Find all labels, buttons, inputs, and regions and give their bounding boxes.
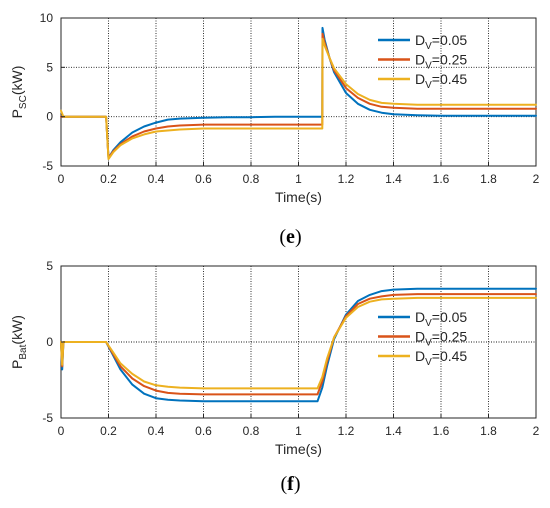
panel-2-y-axis-label-sub: Bat <box>18 344 29 359</box>
panel-2-y-tick-label: 5 <box>46 259 53 273</box>
panel-2-panel-label-open: ( <box>280 473 287 495</box>
panel-2-x-tick-label: 1.8 <box>480 424 497 438</box>
panel-2-x-tick-label: 0.8 <box>243 424 260 438</box>
panel-2-legend-label-rest: =0.25 <box>432 329 468 345</box>
panel-1-legend-label-sub: V <box>425 80 432 91</box>
panel-1-panel-label-close: ) <box>295 226 302 248</box>
panel-2-panel-label-letter: f <box>287 473 294 495</box>
panel-1-y-axis-label: PSC(kW) <box>9 66 29 119</box>
panel-1-y-tick-label: 5 <box>46 60 53 74</box>
panel-1-x-tick-label: 0 <box>58 172 65 186</box>
panel-1-legend-label-rest: =0.25 <box>432 52 468 68</box>
panel-2-legend-label-rest: =0.05 <box>432 309 468 325</box>
panel-1-x-tick-label: 2 <box>533 172 540 186</box>
panel-1-legend-label-2: DV=0.25 <box>415 52 467 72</box>
panel-2-x-tick-label: 0.6 <box>195 424 212 438</box>
panel-2-x-axis-label: Time(s) <box>275 441 322 457</box>
panel-1-panel-label-open: ( <box>279 226 286 248</box>
panel-1-x-tick-label: 0.6 <box>195 172 212 186</box>
panel-1-panel-label: (e) <box>279 226 301 248</box>
panel-2-y-axis-label: PBat(kW) <box>9 315 29 369</box>
panel-2-x-tick-label: 1.4 <box>385 424 402 438</box>
panel-1-legend-label-3: DV=0.45 <box>415 71 467 91</box>
panel-2-y-axis-label-main: P <box>9 360 25 369</box>
panel-2-series-line-2 <box>60 293 537 396</box>
panel-1-x-tick-label: 0.8 <box>243 172 260 186</box>
panel-2-series-line-3 <box>60 296 537 390</box>
panel-2-y-axis-label-unit: (kW) <box>9 315 25 345</box>
panel-2-x-tick-label: 2 <box>533 424 540 438</box>
panel-1-legend-label-sub: V <box>425 41 432 52</box>
panel-2-x-tick-label: 0.4 <box>148 424 165 438</box>
panel-2: 0 0.2 0.4 0.6 0.8 1 1.2 1.4 1.6 1.8 2 -5 0 5 Time(s) PB… <box>9 259 540 495</box>
panel-2-panel-label: (f) <box>280 473 300 495</box>
panel-2-x-tick-label: 0 <box>58 424 65 438</box>
panel-1-legend-label-rest: =0.45 <box>432 71 468 87</box>
panel-2-legend-label-sub: V <box>425 338 432 349</box>
panel-2-panel-label-close: ) <box>294 473 301 495</box>
panel-1-x-tick-label: 1.8 <box>480 172 497 186</box>
panel-1-legend-label-sub: V <box>425 61 432 72</box>
panel-2-legend-label-main: D <box>415 309 425 325</box>
panel-2-legend-label-3: DV=0.45 <box>415 348 467 368</box>
panel-2-legend-label-sub: V <box>425 357 432 368</box>
panel-1-series-line-1 <box>60 26 537 160</box>
panel-1-legend-label-main: D <box>415 71 425 87</box>
panel-1-panel-label-letter: e <box>286 226 295 248</box>
panel-1-y-tick-label: 10 <box>40 11 54 25</box>
panel-1-legend-label-1: DV=0.05 <box>415 32 467 52</box>
panel-1-x-tick-label: 1.6 <box>433 172 450 186</box>
panel-2-legend-label-1: DV=0.05 <box>415 309 467 329</box>
panel-1-x-tick-label: 0.2 <box>100 172 117 186</box>
panel-1-y-tick-label: -5 <box>42 159 53 173</box>
panel-1-legend-label-rest: =0.05 <box>432 32 468 48</box>
panel-2-x-tick-label: 1.6 <box>433 424 450 438</box>
panel-1: 0 0.2 0.4 0.6 0.8 1 1.2 1.4 1.6 1.8 2 -5 0 5 10 Time(s)… <box>9 11 540 248</box>
panel-1-x-tick-label: 1 <box>295 172 302 186</box>
panel-1-legend-label-main: D <box>415 32 425 48</box>
panel-2-x-tick-label: 1.2 <box>338 424 355 438</box>
panel-1-legend-label-main: D <box>415 52 425 68</box>
panel-1-x-tick-label: 1.2 <box>338 172 355 186</box>
panel-2-x-tick-label: 0.2 <box>100 424 117 438</box>
panel-2-legend-label-main: D <box>415 329 425 345</box>
panel-1-y-tick-label: 0 <box>46 110 53 124</box>
panel-1-series-line-3 <box>60 37 537 161</box>
panel-1-y-axis-label-main: P <box>9 109 25 118</box>
panel-1-x-tick-label: 1.4 <box>385 172 402 186</box>
panel-2-legend-label-2: DV=0.25 <box>415 329 467 349</box>
panel-2-series-line-1 <box>60 287 537 403</box>
panel-2-legend-label-rest: =0.45 <box>432 348 468 364</box>
panel-2-x-tick-label: 1 <box>295 424 302 438</box>
panel-1-y-axis-label-sub: SC <box>18 95 29 109</box>
panel-1-x-tick-label: 0.4 <box>148 172 165 186</box>
panel-2-y-tick-label: -5 <box>42 411 53 425</box>
panel-2-y-tick-label: 0 <box>46 335 53 349</box>
panel-2-legend-label-main: D <box>415 348 425 364</box>
panel-2-legend-label-sub: V <box>425 318 432 329</box>
panel-1-x-axis-label: Time(s) <box>275 189 322 205</box>
panel-1-y-axis-label-unit: (kW) <box>9 66 25 96</box>
